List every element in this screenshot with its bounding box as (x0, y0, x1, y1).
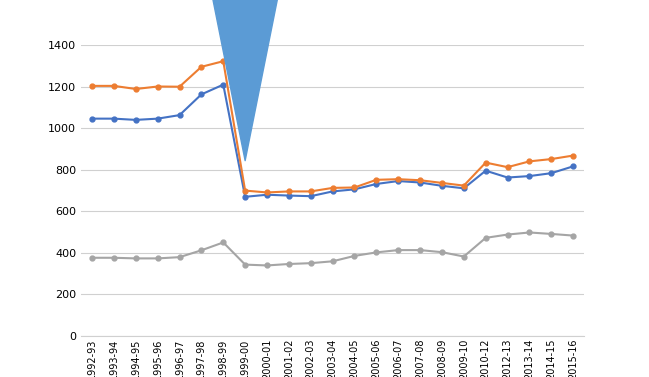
Actual membership (526, 174, 533, 178)
Absolute membership (329, 185, 337, 190)
Average daily attendance (416, 248, 424, 252)
Average daily attendance (110, 256, 118, 260)
Average daily attendance (329, 259, 337, 264)
Absolute membership (460, 183, 468, 188)
Actual membership (263, 193, 271, 197)
Actual membership (504, 175, 511, 180)
Average daily attendance (526, 230, 533, 235)
Average daily attendance (88, 256, 96, 260)
Absolute membership (350, 185, 358, 190)
Actual membership (176, 113, 184, 117)
Actual membership (395, 179, 402, 183)
Average daily attendance (373, 250, 380, 254)
Actual membership (569, 164, 577, 169)
Absolute membership (110, 84, 118, 88)
Average daily attendance (395, 248, 402, 252)
Actual membership (110, 116, 118, 121)
Absolute membership (263, 190, 271, 195)
Absolute membership (132, 87, 140, 91)
Actual membership (154, 116, 162, 121)
Actual membership (373, 182, 380, 186)
Absolute membership (416, 178, 424, 182)
Average daily attendance (482, 236, 489, 240)
Actual membership (350, 187, 358, 192)
Actual membership (547, 171, 555, 175)
Absolute membership (285, 189, 293, 194)
Average daily attendance (197, 248, 205, 253)
Absolute membership (197, 64, 205, 69)
Absolute membership (88, 84, 96, 88)
Actual membership (285, 193, 293, 198)
Absolute membership (526, 159, 533, 164)
Line: Actual membership: Actual membership (90, 82, 576, 199)
Actual membership (416, 180, 424, 185)
Average daily attendance (132, 256, 140, 261)
Line: Average daily attendance: Average daily attendance (90, 230, 576, 268)
Line: Absolute membership: Absolute membership (90, 59, 576, 195)
Absolute membership (395, 177, 402, 181)
Absolute membership (307, 189, 315, 194)
Actual membership (482, 169, 489, 173)
Actual membership (329, 189, 337, 194)
Average daily attendance (307, 261, 315, 265)
Average daily attendance (438, 250, 446, 254)
Average daily attendance (263, 263, 271, 268)
Average daily attendance (350, 254, 358, 258)
Average daily attendance (241, 262, 249, 267)
Actual membership (307, 194, 315, 198)
Absolute membership (176, 84, 184, 89)
Absolute membership (241, 188, 249, 193)
Actual membership (88, 116, 96, 121)
Absolute membership (569, 153, 577, 158)
Actual membership (460, 186, 468, 191)
Absolute membership (504, 165, 511, 169)
Average daily attendance (285, 262, 293, 266)
Absolute membership (154, 84, 162, 89)
Absolute membership (547, 157, 555, 161)
Absolute membership (482, 160, 489, 165)
Average daily attendance (176, 255, 184, 259)
Actual membership (197, 92, 205, 97)
Average daily attendance (569, 233, 577, 238)
Absolute membership (219, 59, 227, 63)
Average daily attendance (154, 256, 162, 261)
Actual membership (241, 195, 249, 199)
Actual membership (132, 118, 140, 122)
Actual membership (438, 184, 446, 188)
Average daily attendance (504, 232, 511, 237)
Absolute membership (438, 181, 446, 185)
Average daily attendance (547, 231, 555, 236)
Absolute membership (373, 178, 380, 182)
Actual membership (219, 83, 227, 87)
Average daily attendance (460, 254, 468, 259)
Average daily attendance (219, 240, 227, 245)
